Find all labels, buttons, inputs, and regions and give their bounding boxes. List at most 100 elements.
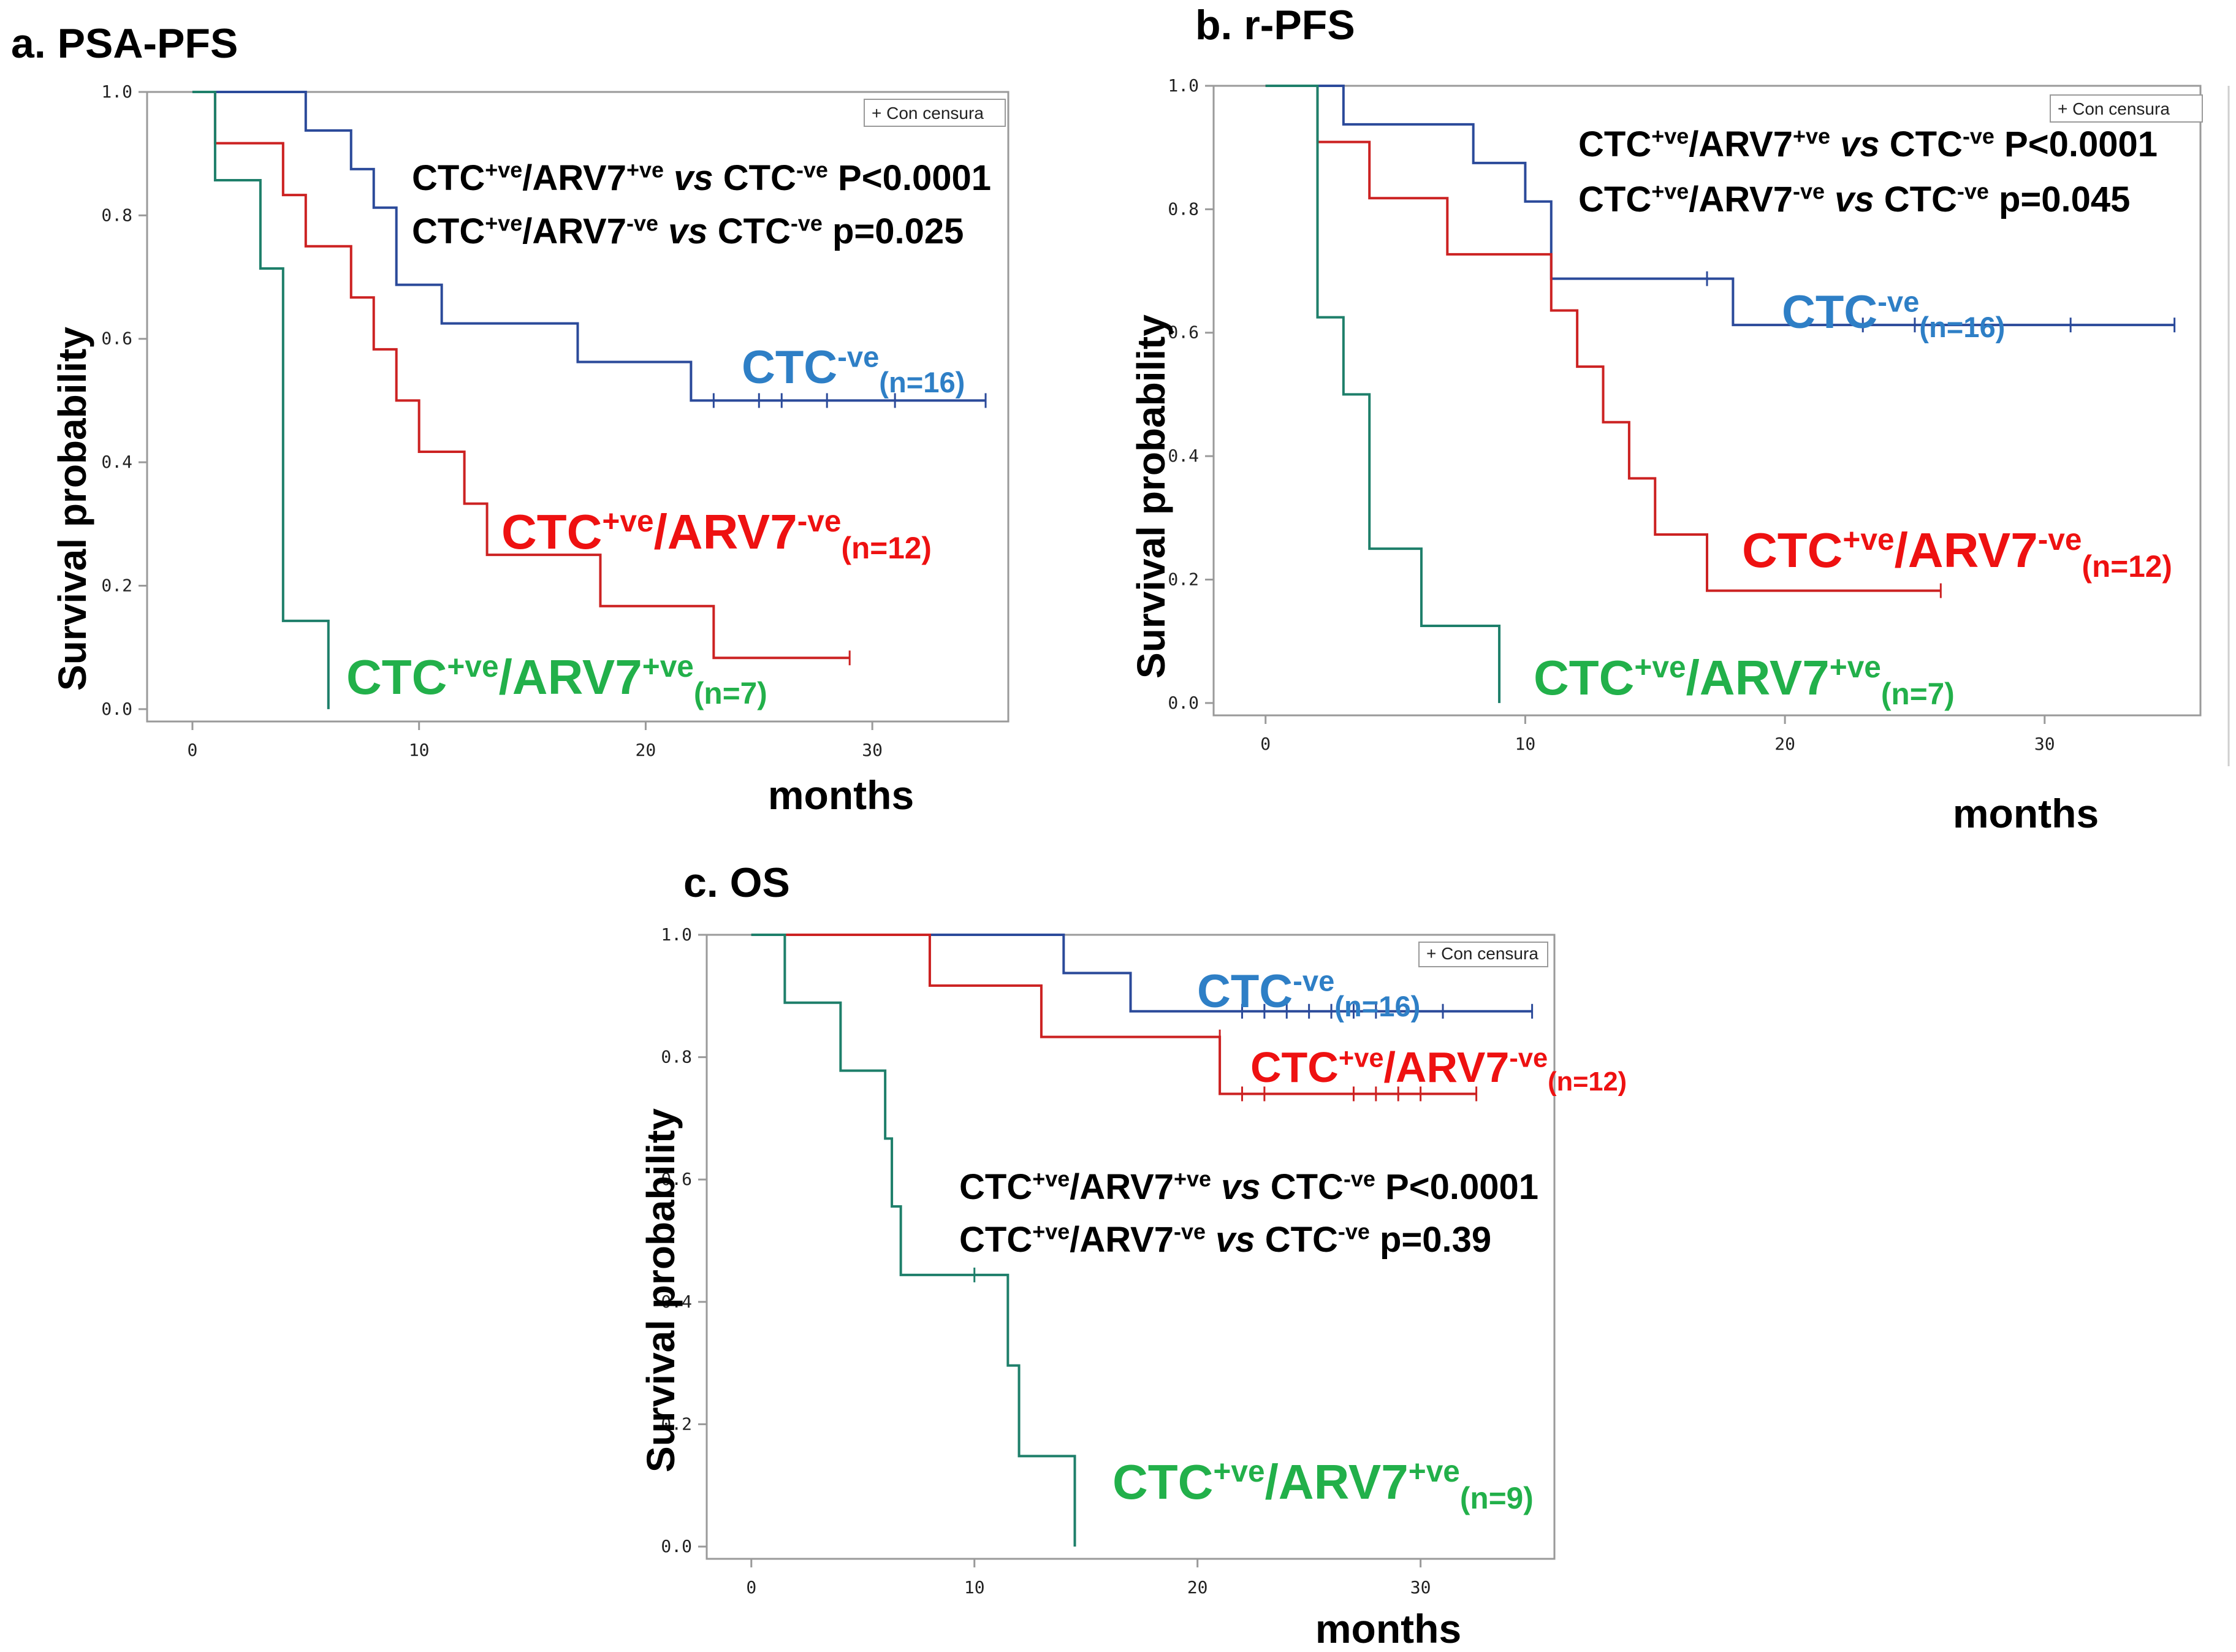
series-label-2: CTC+ve/ARV7-ve(n=12) [1250, 1043, 1627, 1097]
stat-sup: -ve [1174, 1219, 1206, 1244]
series-label-base: CTC [1782, 286, 1877, 338]
x-tick-label: 10 [964, 1577, 985, 1597]
series-label-n: (n=12) [1548, 1067, 1627, 1097]
series-label-base: /ARV7 [1383, 1043, 1509, 1091]
series-label-sup: -ve [837, 340, 879, 373]
x-tick-label: 20 [1187, 1577, 1208, 1597]
stat-sup: +ve [485, 211, 522, 236]
series-label-base: CTC [742, 341, 837, 394]
x-tick-label: 30 [862, 740, 883, 760]
stat-sup: +ve [485, 158, 522, 183]
y-tick-label: 0.6 [101, 329, 132, 349]
stat-sup: +ve [1032, 1219, 1070, 1244]
stat-p-value: P<0.0001 [1995, 124, 2158, 164]
x-tick-label: 10 [409, 740, 430, 760]
series-label-sup: +ve [642, 649, 694, 683]
km-curve-series-3 [192, 91, 330, 709]
legend-censor-label: + Con censura [2058, 99, 2170, 118]
km-curve-series-1 [192, 91, 986, 402]
y-tick-label: 0.2 [1168, 569, 1199, 589]
y-tick-label: 0.4 [101, 452, 132, 472]
y-tick-label: 0.0 [101, 699, 132, 719]
stat-ctc: CTC [1578, 180, 1651, 219]
x-tick-label: 30 [1410, 1577, 1431, 1597]
series-label-sup: -ve [1877, 285, 1919, 318]
y-axis-label: Survival probability [639, 1108, 683, 1472]
stat-annotation-2: CTC+ve/ARV7-ve vs CTC-ve p=0.045 [1578, 179, 2130, 219]
km-curve-series-2 [751, 934, 1477, 1095]
stat-ref: CTC [1265, 1220, 1338, 1260]
series-label-3: CTC+ve/ARV7+ve(n=7) [346, 649, 767, 710]
stat-ctc: CTC [412, 211, 485, 251]
legend-censor-label: + Con censura [1426, 944, 1538, 963]
y-tick-label: 0.8 [661, 1047, 692, 1067]
stat-ref: CTC [1890, 124, 1963, 164]
y-tick-label: 0.2 [101, 575, 132, 595]
x-tick-label: 20 [1774, 734, 1795, 754]
plot-frame [146, 91, 1010, 723]
panel-title: c. OS [683, 859, 790, 906]
stat-p-value: P<0.0001 [828, 158, 991, 198]
y-axis-label: Survival probability [1129, 314, 1173, 679]
stat-sup: -ve [1957, 179, 1989, 204]
series-label-n: (n=9) [1460, 1481, 1534, 1515]
series-label-3: CTC+ve/ARV7+ve(n=9) [1112, 1454, 1534, 1515]
y-tick-label: 0.8 [101, 205, 132, 225]
stat-annotation-1: CTC+ve/ARV7+ve vs CTC-ve P<0.0001 [959, 1167, 1538, 1207]
stat-sup: -ve [626, 211, 658, 236]
stat-sup: +ve [1032, 1167, 1070, 1192]
x-axis-label: months [1315, 1606, 1461, 1651]
series-label-base: CTC [1197, 965, 1293, 1018]
series-label-sup: +ve [1634, 650, 1686, 684]
stat-ctc: CTC [959, 1220, 1032, 1260]
stat-ref: CTC [1271, 1167, 1344, 1207]
y-tick-label: 1.0 [101, 82, 132, 102]
plot-frame [705, 934, 1556, 1560]
x-tick-label: 30 [2034, 734, 2055, 754]
series-label-base: /ARV7 [1265, 1455, 1409, 1509]
x-tick-label: 20 [636, 740, 656, 760]
x-tick-label: 0 [188, 740, 198, 760]
stat-ref: CTC [1884, 180, 1957, 219]
series-label-1: CTC-ve(n=16) [1197, 964, 1420, 1022]
stat-sup: +ve [1174, 1167, 1211, 1192]
km-curve-series-1 [751, 934, 1532, 1013]
stat-annotation-1: CTC+ve/ARV7+ve vs CTC-ve P<0.0001 [1578, 124, 2158, 164]
km-curve-series-3 [1265, 85, 1501, 703]
y-tick-label: 0.6 [661, 1169, 692, 1189]
y-axis-label: Survival probability [50, 327, 94, 691]
stat-annotation-1: CTC+ve/ARV7+ve vs CTC-ve P<0.0001 [412, 158, 991, 198]
stat-arv: /ARV7 [522, 211, 626, 251]
series-label-sup: -ve [2038, 522, 2082, 557]
y-tick-label: 1.0 [661, 924, 692, 945]
stat-p-value: p=0.045 [1989, 180, 2131, 219]
legend-box [1418, 942, 1548, 967]
stat-sup: -ve [1793, 179, 1825, 204]
series-label-n: (n=16) [1334, 990, 1420, 1022]
km-panel-1: a. PSA-PFS 0.0 0.2 0.4 0.6 0.8 1.0 0 10 20 30 Survi… [11, 20, 1010, 818]
series-label-sup: +ve [602, 504, 653, 538]
stat-vs: vs [664, 158, 723, 198]
stat-vs: vs [658, 211, 718, 251]
stat-ctc: CTC [412, 158, 485, 198]
legend-box [864, 99, 1006, 127]
series-label-sup: +ve [1842, 522, 1894, 557]
stat-p-value: P<0.0001 [1375, 1167, 1538, 1207]
stat-sup: +ve [1651, 179, 1689, 204]
km-panel-2: b. r-PFS 0.0 0.2 0.4 0.6 0.8 1.0 0 10 20 30 Surviva… [1129, 2, 2203, 836]
stat-sup: -ve [1338, 1219, 1370, 1244]
series-label-sup: -ve [797, 504, 842, 538]
series-label-2: CTC+ve/ARV7-ve(n=12) [501, 504, 932, 565]
panel-title: b. r-PFS [1195, 2, 1355, 48]
series-label-sup: -ve [1293, 964, 1334, 997]
series-label-n: (n=7) [1881, 677, 1955, 711]
stat-p-value: p=0.39 [1370, 1220, 1491, 1260]
stat-sup: -ve [1344, 1167, 1375, 1192]
stat-arv: /ARV7 [1070, 1167, 1174, 1207]
panel-title: a. PSA-PFS [11, 20, 238, 67]
km-curve-series-2 [192, 91, 850, 660]
stat-vs: vs [1211, 1167, 1271, 1207]
km-curve-series-3 [751, 934, 1076, 1547]
stat-vs: vs [1206, 1220, 1265, 1260]
